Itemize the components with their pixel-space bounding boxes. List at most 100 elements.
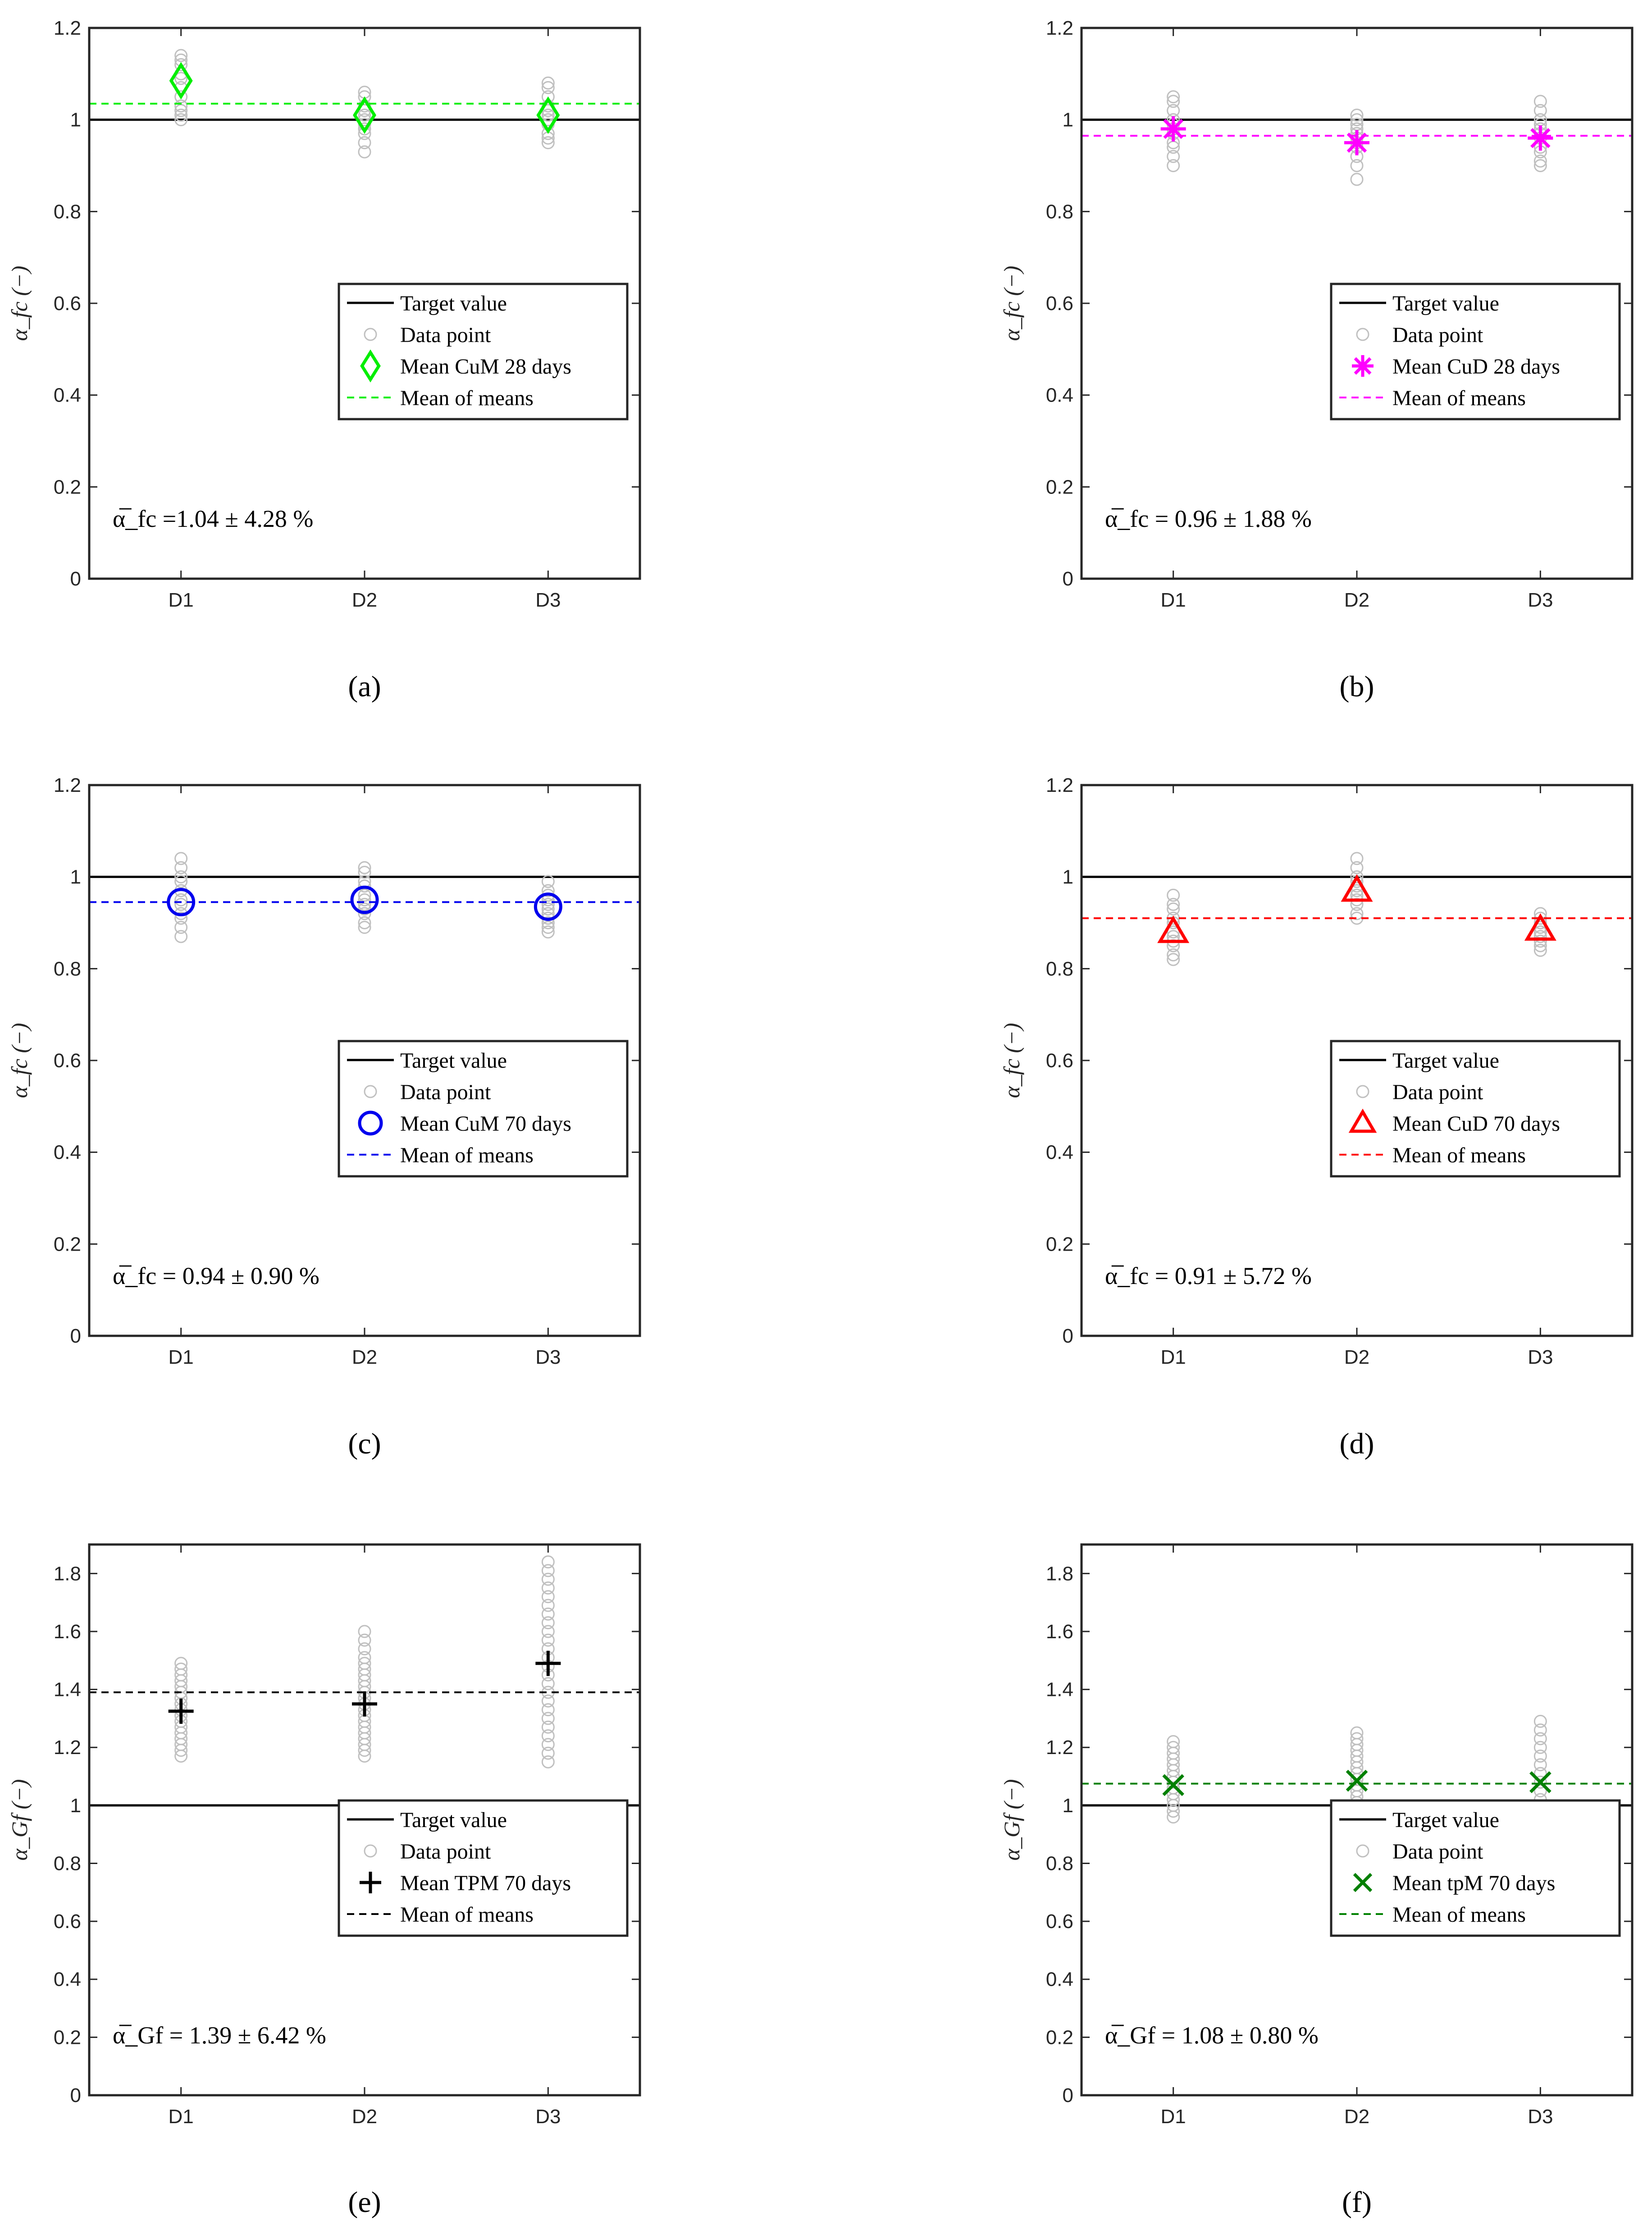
- y-tick-label: 0.4: [54, 384, 81, 407]
- data-point: [174, 921, 188, 934]
- data-point: [174, 58, 188, 71]
- mean-marker: [169, 62, 193, 100]
- data-point: [174, 1663, 188, 1676]
- data-point: [1533, 104, 1547, 117]
- legend-label: Mean tpM 70 days: [1392, 1871, 1555, 1895]
- data-point: [1167, 1741, 1180, 1754]
- legend-label: Mean CuD 28 days: [1392, 355, 1560, 379]
- mean-marker: [1529, 1771, 1552, 1793]
- data-point: [541, 875, 555, 888]
- mean-marker: [536, 96, 560, 134]
- x-tick-label: D3: [535, 2106, 561, 2128]
- data-point: [174, 852, 188, 865]
- panel-caption: (f): [1342, 2186, 1372, 2219]
- legend-label: Mean CuD 70 days: [1392, 1112, 1560, 1136]
- legend-label: Mean of means: [1392, 1903, 1526, 1927]
- data-point: [1533, 1784, 1547, 1798]
- data-point: [541, 108, 555, 122]
- legend-datapoint-swatch: [364, 1844, 377, 1858]
- y-tick-label: 1.6: [1046, 1621, 1073, 1643]
- legend-label: Mean CuM 28 days: [400, 355, 571, 379]
- data-point: [1350, 173, 1364, 186]
- mean-marker: [1528, 125, 1553, 151]
- x-tick-label: D2: [352, 1346, 377, 1368]
- y-tick-label: 0.8: [54, 958, 81, 980]
- y-tick-label: 1.4: [54, 1679, 81, 1701]
- stats-annotation: α̅_fc = 0.91 ± 5.72 %: [1105, 1262, 1312, 1289]
- y-tick-label: 0.8: [1046, 958, 1073, 980]
- data-point: [541, 1599, 555, 1612]
- data-point: [174, 930, 188, 943]
- data-point: [541, 1633, 555, 1647]
- stats-annotation: α̅_fc =1.04 ± 4.28 %: [113, 505, 313, 532]
- x-tick-label: D1: [1161, 2106, 1186, 2128]
- data-point: [174, 1657, 188, 1670]
- data-point: [174, 90, 188, 104]
- data-point: [358, 122, 371, 136]
- axes-frame: [88, 27, 641, 580]
- data-point: [358, 907, 371, 920]
- marker-stroke: [1163, 119, 1183, 139]
- data-point: [541, 1572, 555, 1586]
- legend-label: Target value: [1392, 292, 1499, 315]
- data-point: [541, 902, 555, 916]
- panel-caption: (b): [1340, 670, 1374, 703]
- y-tick-label: 1: [70, 109, 81, 131]
- legend-datapoint-swatch: [364, 1085, 377, 1098]
- y-tick-label: 1.2: [1046, 17, 1073, 39]
- data-point: [358, 898, 371, 911]
- data-point: [541, 1712, 555, 1725]
- legend-mean-swatch: [1353, 1873, 1373, 1892]
- data-point: [358, 902, 371, 916]
- data-point: [541, 921, 555, 934]
- mean-marker: [1524, 913, 1556, 941]
- data-point: [1350, 907, 1364, 920]
- y-tick-label: 1.6: [54, 1621, 81, 1643]
- data-point: [358, 1625, 371, 1638]
- y-tick-label: 0: [1063, 568, 1073, 590]
- panel-c: 0 0.2 0.4 0.6 0.8 1 1.2 D1 D2 D3 α_fc (−) α̅_fc = 0…: [7, 774, 641, 1460]
- legend: Target value Data point Mean CuM 28 days Me…: [338, 283, 629, 420]
- legend-label: Mean of means: [400, 1903, 534, 1927]
- legend-mean-swatch: [1352, 355, 1374, 377]
- data-point: [541, 76, 555, 90]
- data-point: [541, 1729, 555, 1742]
- y-tick-label: 1.2: [54, 17, 81, 39]
- data-point: [358, 879, 371, 893]
- y-tick-label: 0: [70, 568, 81, 590]
- data-point: [358, 861, 371, 874]
- data-point: [541, 81, 555, 94]
- data-point: [1533, 1758, 1547, 1772]
- data-point: [1167, 150, 1180, 163]
- data-point: [1350, 884, 1364, 897]
- data-point: [1167, 95, 1180, 108]
- data-point: [541, 1607, 555, 1621]
- y-axis-label: α_Gf (−): [999, 1779, 1024, 1861]
- data-point: [541, 1625, 555, 1638]
- legend-label: Mean of means: [1392, 386, 1526, 410]
- data-point: [1350, 113, 1364, 127]
- y-tick-label: 1: [1063, 866, 1073, 888]
- data-point: [174, 104, 188, 117]
- data-point: [1533, 1741, 1547, 1754]
- y-tick-label: 0.8: [54, 1852, 81, 1874]
- x-tick-label: D1: [1161, 1346, 1186, 1368]
- data-point: [1350, 108, 1364, 122]
- x-tick-label: D3: [1528, 2106, 1553, 2128]
- data-point: [1533, 934, 1547, 948]
- x-tick-label: D3: [1528, 1346, 1553, 1368]
- data-point: [1167, 898, 1180, 911]
- y-tick-label: 0.6: [1046, 292, 1073, 315]
- legend-label: Mean of means: [1392, 1143, 1526, 1167]
- data-point: [174, 108, 188, 122]
- y-tick-label: 0.8: [1046, 201, 1073, 223]
- panel-a: 0 0.2 0.4 0.6 0.8 1 1.2 D1 D2 D3 α_fc (−) α̅_fc =1.…: [7, 17, 641, 703]
- marker-stroke: [1162, 1774, 1184, 1796]
- data-point: [174, 893, 188, 907]
- mean-marker: [535, 1650, 561, 1676]
- marker-stroke: [1346, 1769, 1368, 1792]
- data-point: [1350, 852, 1364, 865]
- panel-b: 0 0.2 0.4 0.6 0.8 1 1.2 D1 D2 D3 α_fc (−) α̅_fc = 0…: [999, 17, 1634, 703]
- data-point: [541, 1581, 555, 1595]
- data-point: [541, 127, 555, 140]
